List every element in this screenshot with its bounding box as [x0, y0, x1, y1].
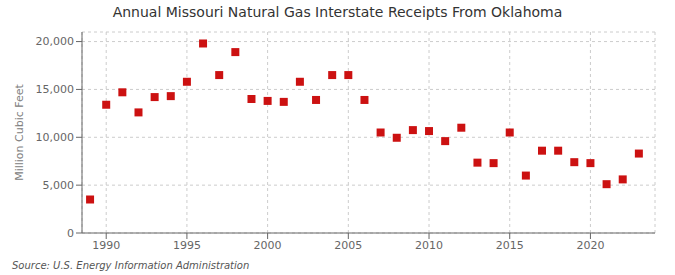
svg-text:5,000: 5,000 — [43, 179, 75, 192]
svg-text:0: 0 — [67, 227, 74, 240]
svg-text:1995: 1995 — [173, 239, 201, 252]
svg-text:2000: 2000 — [254, 239, 282, 252]
svg-text:15,000: 15,000 — [36, 83, 75, 96]
html-text:Source: U.S. Energy Informatio: Source: U.S. Energy Information Administ… — [12, 260, 250, 271]
svg-text:2020: 2020 — [576, 239, 604, 252]
svg-text:1990: 1990 — [92, 239, 120, 252]
svg-text:10,000: 10,000 — [36, 131, 75, 144]
html-text:Annual Missouri Natural Gas In: Annual Missouri Natural Gas Interstate R… — [112, 4, 563, 20]
svg-text:20,000: 20,000 — [36, 35, 75, 48]
svg-text:2005: 2005 — [334, 239, 362, 252]
svg-text:2015: 2015 — [496, 239, 524, 252]
svg-text:Million Cubic Feet: Million Cubic Feet — [13, 83, 26, 180]
svg-text:2010: 2010 — [415, 239, 443, 252]
